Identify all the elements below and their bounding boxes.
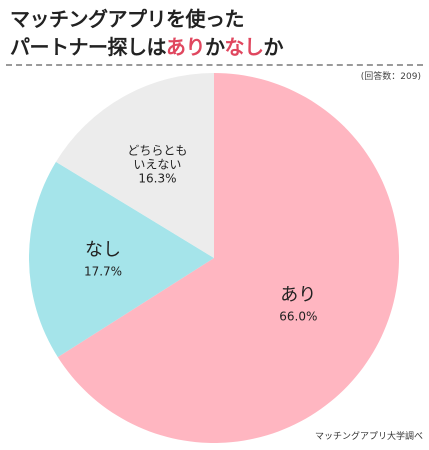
slice-category-0-0: あり (280, 285, 316, 306)
title-line-2-prefix: パートナー探しは (10, 35, 167, 59)
chart-title: マッチングアプリを使った パートナー探しはありかなしか (10, 5, 283, 61)
pie-slice-1 (28, 161, 214, 358)
slice-category-2-0: どちらとも (127, 144, 187, 158)
slice-label-0: あり 66.0% (279, 285, 317, 324)
slice-value-1: 17.7% (84, 264, 122, 278)
title-highlight-nashi: なし (224, 35, 265, 59)
slice-category-1-0: なし (85, 239, 121, 260)
slice-label-2: どちらともいえない 16.3% (127, 144, 187, 186)
source-note: マッチングアプリ大学調べ (314, 432, 423, 442)
title-line-1: マッチングアプリを使った (10, 7, 245, 31)
slice-label-1: なし 17.7% (84, 239, 122, 278)
title-particle-2: か (263, 35, 284, 59)
title-line-2: パートナー探しはありかなしか (10, 33, 283, 61)
slice-value-0: 66.0% (279, 310, 317, 324)
title-particle-1: か (205, 35, 225, 59)
slice-category-2-1: いえない (133, 158, 181, 172)
title-highlight-ari: あり (166, 35, 206, 59)
pie-slice-0 (57, 73, 399, 443)
dashed-divider (6, 64, 423, 66)
slice-value-2: 16.3% (138, 172, 176, 186)
pie-slice-2 (55, 73, 214, 258)
respondents-note: (回答数：209) (360, 72, 421, 82)
